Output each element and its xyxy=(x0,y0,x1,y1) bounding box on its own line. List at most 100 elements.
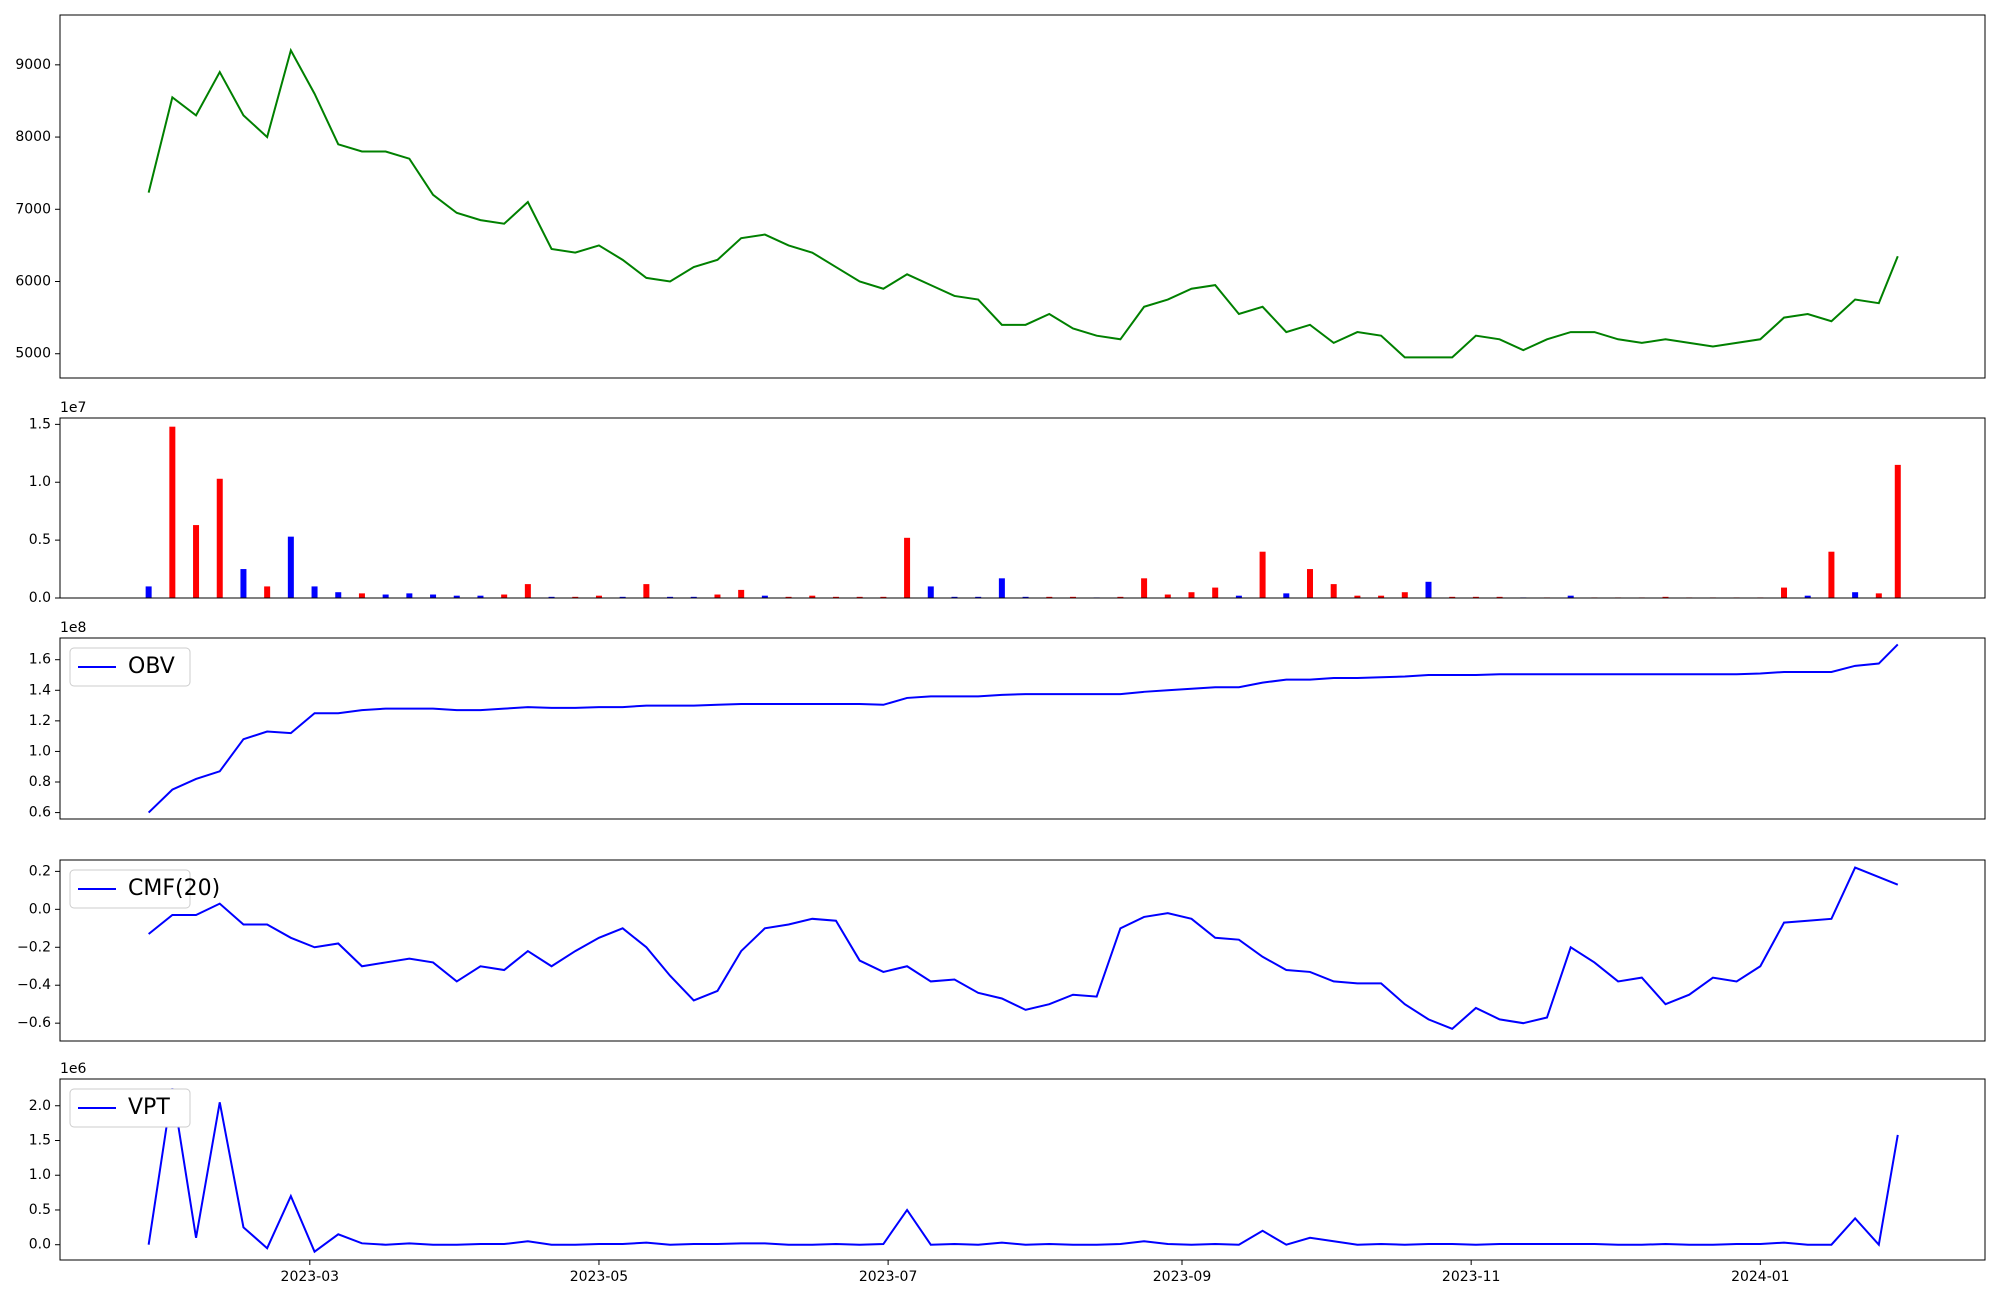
x-tick-label: 2024-01 xyxy=(1731,1269,1790,1285)
volume-bar xyxy=(1401,592,1408,598)
volume-bar xyxy=(145,586,152,598)
volume-bar xyxy=(1306,569,1313,598)
legend-box xyxy=(69,869,191,909)
y-tick-label: 1.2 xyxy=(29,713,51,729)
x-tick-label: 2023-07 xyxy=(859,1269,918,1285)
y-tick-label: 0.5 xyxy=(29,532,51,548)
offset-label: 1e8 xyxy=(60,620,86,636)
y-tick-label: 1.5 xyxy=(29,416,51,432)
y-tick-label: 0.2 xyxy=(29,863,51,879)
volume-bar xyxy=(904,537,911,598)
y-tick-label: 0.0 xyxy=(29,590,51,606)
volume-bar xyxy=(998,578,1005,598)
y-tick-label: −0.6 xyxy=(17,1015,51,1031)
x-tick-label: 2023-03 xyxy=(281,1269,340,1285)
volume-bar xyxy=(619,596,626,598)
y-tick-label: 0.8 xyxy=(29,774,51,790)
volume-bar xyxy=(572,596,579,598)
series-line xyxy=(148,866,1899,1031)
volume-bar xyxy=(1894,464,1901,598)
volume-bar xyxy=(975,596,982,598)
volume-bar xyxy=(287,536,294,598)
volume-bar xyxy=(690,596,697,598)
volume-bar xyxy=(453,595,460,598)
x-tick-label: 2023-05 xyxy=(570,1269,629,1285)
volume-bar xyxy=(1828,551,1835,598)
x-tick-label: 2023-11 xyxy=(1442,1269,1501,1285)
volume-bar xyxy=(1378,595,1385,598)
volume-bar xyxy=(1354,595,1361,598)
axes-frame xyxy=(59,637,1986,820)
volume-bar xyxy=(856,596,863,598)
volume-bar xyxy=(1141,578,1148,598)
volume-bar xyxy=(1425,581,1432,598)
volume-bar xyxy=(358,593,365,598)
volume-bar xyxy=(382,594,389,598)
offset-label: 1e6 xyxy=(60,1061,87,1077)
volume-bar xyxy=(311,586,318,598)
offset-label: 1e7 xyxy=(60,400,86,416)
legend-box xyxy=(69,1088,191,1128)
volume-bar xyxy=(1449,596,1456,598)
axes-frame xyxy=(59,859,1986,1042)
volume-bar xyxy=(169,426,176,598)
volume-bar xyxy=(406,593,413,598)
volume-bar xyxy=(1781,587,1788,598)
volume-bar xyxy=(832,596,839,598)
y-tick-label: 5000 xyxy=(15,346,51,362)
volume-bar xyxy=(335,592,342,598)
volume-bar xyxy=(1472,596,1479,598)
volume-bar xyxy=(1069,596,1076,598)
y-tick-label: −0.2 xyxy=(17,939,51,955)
volume-bar xyxy=(1567,595,1574,598)
volume-bar xyxy=(667,596,674,598)
volume-bar xyxy=(1235,595,1242,598)
volume-bar xyxy=(216,478,223,598)
volume-bar xyxy=(240,569,247,598)
y-tick-label: 8000 xyxy=(15,129,51,145)
y-tick-label: −0.4 xyxy=(17,977,51,993)
y-tick-label: 1.4 xyxy=(29,682,51,698)
legend-label: VPT xyxy=(128,1095,170,1120)
volume-bar xyxy=(927,586,934,598)
volume-bar xyxy=(1117,596,1124,598)
legend-label: CMF(20) xyxy=(128,876,220,901)
y-tick-label: 1.0 xyxy=(29,1167,51,1183)
volume-bar xyxy=(1212,587,1219,598)
y-tick-label: 7000 xyxy=(15,201,51,217)
y-tick-label: 1.0 xyxy=(29,743,51,759)
y-tick-label: 0.6 xyxy=(29,805,51,821)
volume-bar xyxy=(548,596,555,598)
volume-bar xyxy=(761,595,768,598)
volume-bar xyxy=(1852,592,1859,598)
y-tick-label: 1.6 xyxy=(29,652,51,668)
legend-box xyxy=(69,647,191,687)
series-line xyxy=(147,643,1899,814)
volume-bar xyxy=(1804,595,1811,598)
y-tick-label: 6000 xyxy=(15,274,51,290)
x-tick-label: 2023-09 xyxy=(1153,1269,1212,1285)
series-line xyxy=(147,47,1899,359)
volume-bar xyxy=(643,584,650,598)
axes-frame xyxy=(59,1078,1986,1261)
y-tick-label: 2.0 xyxy=(29,1098,51,1114)
volume-bar xyxy=(264,586,271,598)
volume-bar xyxy=(785,596,792,598)
volume-bar xyxy=(524,584,531,598)
volume-bar xyxy=(809,595,816,598)
y-tick-label: 0.0 xyxy=(29,1237,51,1253)
volume-bar xyxy=(501,594,508,598)
y-tick-label: 1.5 xyxy=(29,1132,51,1148)
volume-bar xyxy=(1330,584,1337,598)
volume-bar xyxy=(1283,593,1290,598)
y-tick-label: 0.5 xyxy=(29,1202,51,1218)
legend-label: OBV xyxy=(128,654,175,679)
series-line xyxy=(147,1088,1899,1254)
volume-bar xyxy=(1188,592,1195,598)
axes-frame xyxy=(59,417,1986,599)
volume-bar xyxy=(477,595,484,598)
volume-bar xyxy=(1875,593,1882,598)
y-tick-label: 0.0 xyxy=(29,901,51,917)
volume-bar xyxy=(1164,594,1171,598)
